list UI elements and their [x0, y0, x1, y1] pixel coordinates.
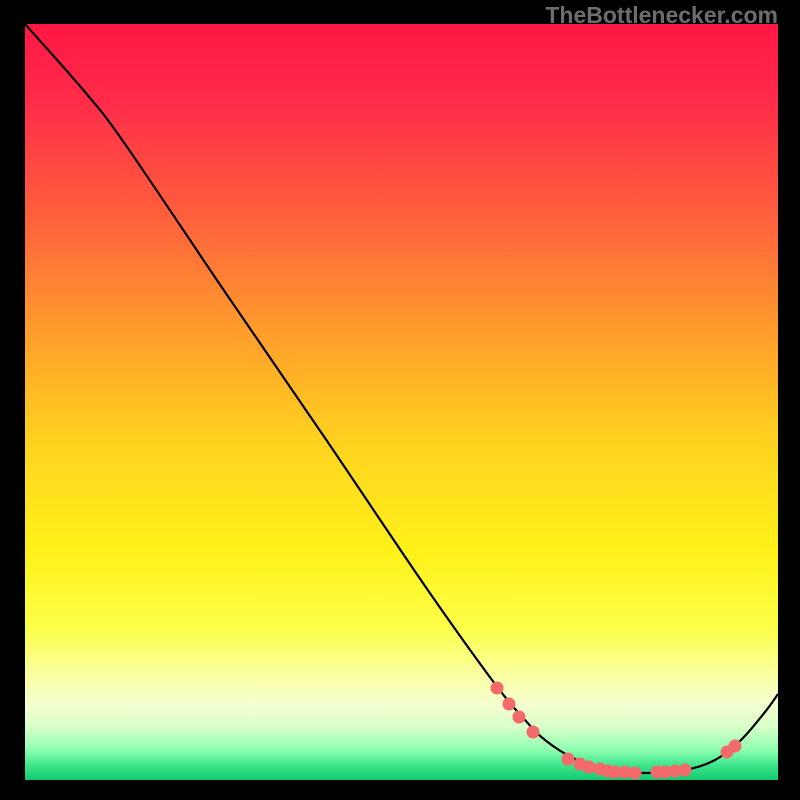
data-marker [729, 740, 742, 753]
chart-curve-layer [25, 24, 778, 780]
bottleneck-curve [25, 24, 778, 773]
data-marker [503, 698, 516, 711]
data-marker [562, 753, 575, 766]
chart-container [25, 24, 778, 780]
data-marker [527, 726, 540, 739]
data-marker [491, 682, 504, 695]
data-marker [513, 711, 526, 724]
data-marker [629, 767, 642, 780]
data-marker [583, 761, 596, 774]
data-marker [679, 764, 692, 777]
